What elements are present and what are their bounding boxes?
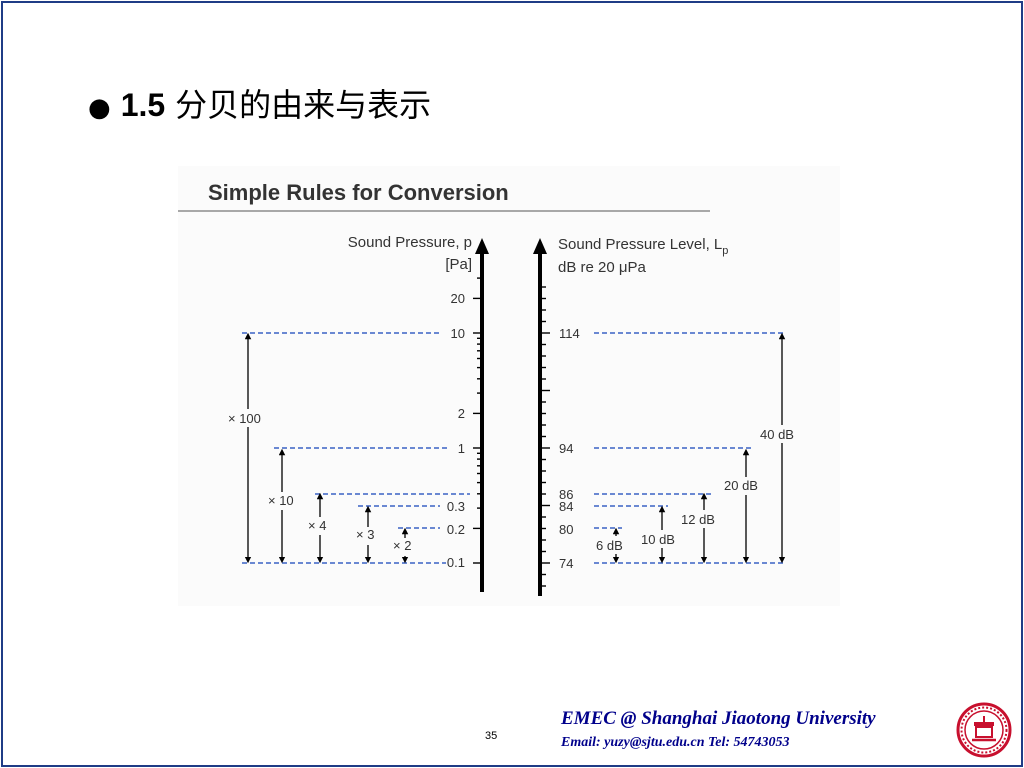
tick-label-84: 84	[559, 499, 573, 514]
ratio-label-bg	[306, 517, 336, 535]
footer-contact: Email: yuzy@sjtu.edu.cn Tel: 54743053	[561, 735, 790, 750]
footer-organization: EMEC @ Shanghai Jiaotong University	[561, 708, 876, 729]
left-axis-unit: [Pa]	[445, 256, 472, 273]
right-axis-unit: dB re 20 μPa	[558, 259, 647, 276]
page-number: 35	[485, 730, 498, 742]
right-axis-label-subscript: p	[722, 245, 728, 257]
diff-label-bg	[594, 536, 634, 554]
tick-label-0.2: 0.2	[447, 522, 465, 537]
tick-label-1: 1	[458, 441, 465, 456]
tick-label-10: 10	[451, 326, 465, 341]
right-axis-arrow-icon	[533, 238, 547, 254]
diff-label-bg	[638, 530, 684, 548]
left-axis-ticks	[473, 277, 482, 564]
diff-label-bg	[678, 510, 724, 528]
ratio-label-2: × 2	[393, 538, 411, 553]
right-axis-label: Sound Pressure Level, Lp	[558, 236, 728, 257]
ratio-label-3: × 3	[356, 527, 374, 542]
section-number: 1.5	[120, 87, 166, 123]
diff-label-40db: 40 dB	[760, 427, 794, 442]
left-axis-label: Sound Pressure, p	[348, 234, 472, 251]
ratio-label-100: × 100	[228, 411, 261, 426]
tick-label-74: 74	[559, 556, 573, 571]
slide-heading: ● 1.5 分贝的由来与表示	[88, 80, 431, 126]
ratio-label-bg	[222, 409, 270, 427]
ratio-label-bg	[354, 527, 384, 545]
right-axis-ticks	[540, 286, 550, 587]
tick-label-114: 114	[559, 326, 580, 341]
tick-label-80: 80	[559, 522, 573, 537]
tick-label-20: 20	[451, 291, 465, 306]
diagram-title: Simple Rules for Conversion	[208, 180, 509, 205]
tick-label-0.3: 0.3	[447, 499, 465, 514]
diff-label-20db: 20 dB	[724, 478, 758, 493]
left-axis-arrow-icon	[475, 238, 489, 254]
diff-label-12db: 12 dB	[681, 512, 715, 527]
ratio-label-4: × 4	[308, 518, 326, 533]
tick-label-86: 86	[559, 487, 573, 502]
diff-label-6db: 6 dB	[596, 538, 623, 553]
right-axis-label-text: Sound Pressure Level, L	[558, 236, 722, 253]
bullet-icon: ●	[88, 93, 111, 123]
diff-label-bg	[756, 425, 800, 443]
sjtu-logo-icon	[956, 702, 1012, 758]
ratio-label-bg	[391, 538, 421, 556]
tick-label-94: 94	[559, 441, 573, 456]
tick-label-0.1: 0.1	[447, 555, 465, 570]
diff-label-10db: 10 dB	[641, 532, 675, 547]
diff-label-bg	[720, 477, 766, 495]
conversion-diagram: Simple Rules for Conversion Sound Pressu…	[178, 166, 840, 606]
ratio-label-bg	[264, 492, 304, 510]
heading-text: 分贝的由来与表示	[175, 86, 432, 124]
tick-label-2: 2	[458, 406, 465, 421]
diagram-svg: Sound Pressure, p [Pa] Sound Pressure Le…	[178, 210, 800, 596]
ratio-label-10: × 10	[268, 493, 294, 508]
